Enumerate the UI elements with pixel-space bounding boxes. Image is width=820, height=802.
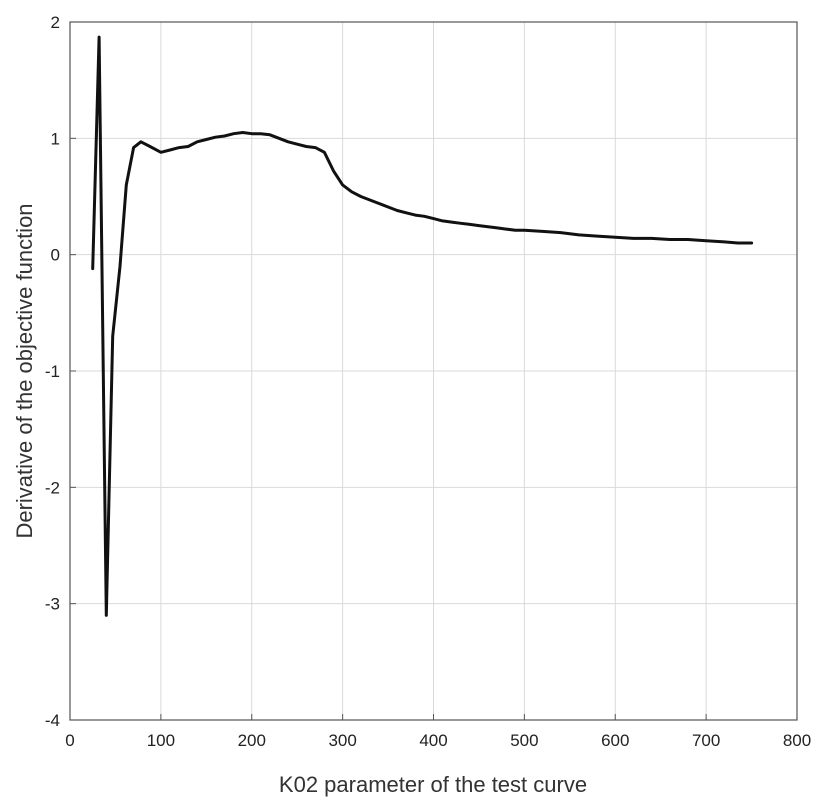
y-tick-label: 2 (51, 13, 60, 32)
series-layer (91, 35, 754, 617)
data-point (423, 215, 425, 217)
x-tick-label: 400 (419, 731, 447, 750)
y-tick-label: 0 (51, 246, 60, 265)
data-point (269, 134, 271, 136)
data-point (187, 145, 189, 148)
data-point (596, 235, 598, 237)
data-point (332, 170, 335, 172)
x-tick-label: 700 (692, 731, 720, 750)
data-point (112, 335, 114, 337)
x-axis-label: K02 parameter of the test curve (279, 772, 587, 797)
data-point (360, 195, 362, 198)
x-tick-label: 200 (238, 731, 266, 750)
data-point (178, 147, 180, 149)
data-point (651, 237, 653, 239)
data-point (223, 135, 226, 137)
x-tick-label: 800 (783, 731, 811, 750)
data-point (578, 234, 580, 236)
data-point (160, 151, 162, 153)
data-point (514, 229, 516, 231)
data-point (442, 220, 444, 222)
y-tick-label: -2 (45, 478, 60, 497)
y-tick-label: -3 (45, 595, 60, 614)
data-point (478, 225, 480, 227)
x-tick-label: 100 (147, 731, 175, 750)
data-point (92, 268, 94, 270)
data-point (205, 138, 207, 141)
data-point (687, 238, 689, 241)
data-point (432, 218, 435, 220)
data-point (523, 229, 526, 231)
data-point (405, 212, 407, 214)
data-point (119, 265, 121, 267)
data-point (149, 145, 151, 148)
data-point (342, 184, 344, 186)
data-point (351, 191, 353, 193)
data-point (705, 240, 707, 242)
data-point (105, 614, 107, 616)
x-tick-label: 300 (328, 731, 356, 750)
data-point (451, 221, 453, 223)
data-point (314, 147, 316, 149)
y-tick-label: -4 (45, 711, 60, 730)
data-point (305, 145, 307, 148)
data-point (387, 206, 389, 208)
data-point (723, 241, 725, 243)
data-point (737, 242, 739, 244)
data-point (125, 184, 127, 186)
x-tick-label: 600 (601, 731, 629, 750)
data-point (260, 133, 262, 135)
data-point (614, 236, 616, 238)
data-point (196, 141, 198, 143)
data-point (541, 230, 544, 232)
data-point (169, 149, 171, 151)
data-point (369, 199, 371, 201)
data-point (242, 131, 244, 134)
data-point (396, 209, 398, 212)
data-point (214, 136, 216, 138)
y-tick-label: 1 (51, 129, 60, 148)
data-point (278, 137, 280, 139)
y-axis-label: Derivative of the objective function (12, 203, 37, 538)
data-point (487, 226, 489, 228)
data-point (378, 202, 380, 205)
data-point (669, 238, 671, 241)
y-tick-label: -1 (45, 362, 60, 381)
data-point (632, 237, 635, 239)
data-point (560, 232, 562, 234)
data-point (323, 151, 325, 153)
data-point (414, 214, 416, 216)
y-axis-ticks: -4 -3 -2 -1 0 1 2 (45, 13, 76, 730)
data-point (496, 227, 498, 229)
x-tick-label: 500 (510, 731, 538, 750)
data-point (505, 228, 507, 230)
data-point (233, 133, 235, 135)
data-point (251, 133, 253, 135)
x-axis-ticks: 0 100 200 300 400 500 600 700 800 (65, 714, 811, 750)
data-point (98, 36, 100, 38)
x-tick-label: 0 (65, 731, 74, 750)
data-point (133, 147, 135, 149)
grid (70, 22, 797, 720)
data-point (296, 143, 298, 145)
data-point (287, 141, 289, 143)
data-point (140, 141, 142, 143)
data-point (751, 242, 753, 244)
data-point (460, 222, 462, 224)
data-point (469, 223, 471, 225)
